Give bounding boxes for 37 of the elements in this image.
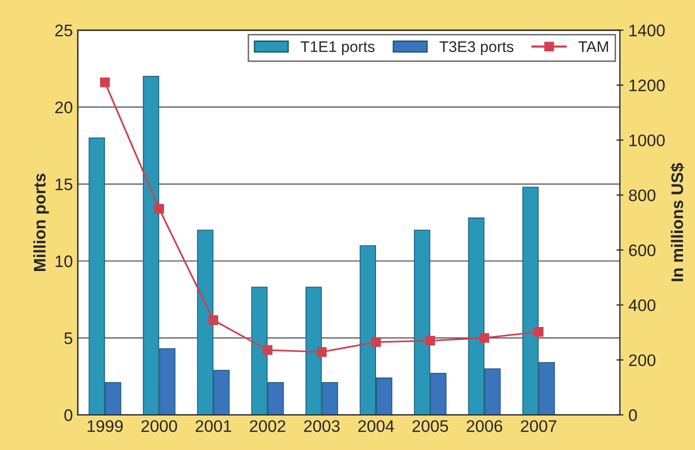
legend-label: T1E1 ports xyxy=(300,41,375,56)
y-tick-label: 0 xyxy=(64,409,72,422)
point xyxy=(208,315,218,325)
y2-tick-label: 0 xyxy=(628,409,637,422)
x-tick-label: 2000 xyxy=(141,420,178,432)
y-tick-label: 20 xyxy=(55,102,72,114)
legend-label: TAM xyxy=(578,41,608,52)
x-tick-label: 1999 xyxy=(88,420,123,432)
x-tick-label: 2002 xyxy=(250,420,286,432)
y2-tick-label: 800 xyxy=(628,189,656,202)
point xyxy=(100,78,110,88)
x-tick-label: 2006 xyxy=(466,420,502,432)
point xyxy=(371,337,381,347)
x-tick-label: 2001 xyxy=(196,420,232,432)
y-tick-label: 10 xyxy=(56,255,72,268)
legend-label: T3E3 ports xyxy=(440,41,514,56)
point xyxy=(316,347,327,357)
y2-tick-label: 600 xyxy=(629,244,656,256)
x-tick-label: 2003 xyxy=(304,420,340,432)
point xyxy=(534,327,544,337)
x-tick-label: 2004 xyxy=(358,420,394,432)
point xyxy=(425,336,436,346)
y2-tick-label: 200 xyxy=(629,354,656,366)
y2-axis-title: In millions US$ xyxy=(670,163,684,282)
x-tick-label: 2005 xyxy=(412,420,448,432)
y2-tick-label: 1200 xyxy=(630,80,665,92)
x-tick-label: 2007 xyxy=(520,420,556,432)
y-axis-title: Million ports xyxy=(33,174,49,271)
y2-tick-label: 1000 xyxy=(630,134,665,146)
point xyxy=(262,345,272,355)
y2-tick-label: 400 xyxy=(628,299,656,312)
y-tick-label: 5 xyxy=(64,332,72,344)
point xyxy=(480,333,490,343)
y2-tick-label: 1400 xyxy=(630,24,665,36)
point xyxy=(154,204,164,214)
y-tick-label: 25 xyxy=(55,24,72,36)
y-tick-label: 15 xyxy=(56,178,72,190)
